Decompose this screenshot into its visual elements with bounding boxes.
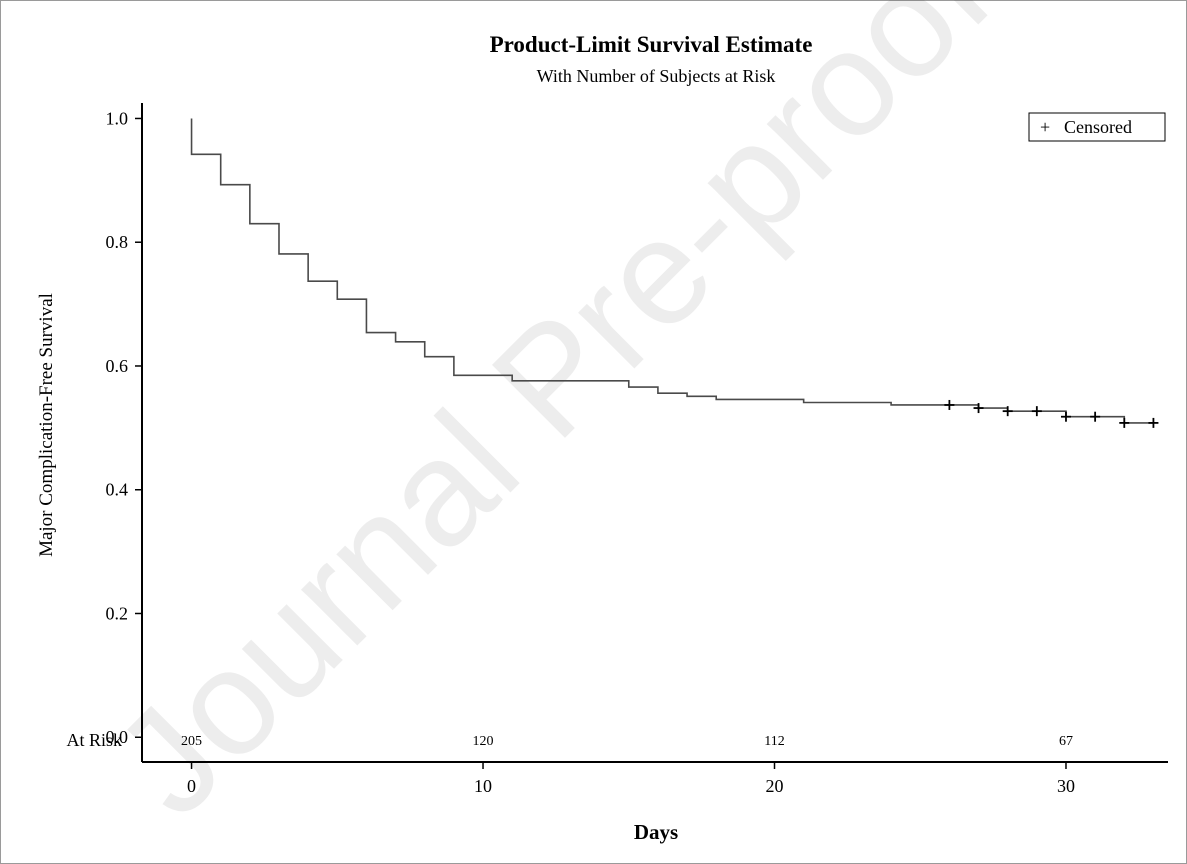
x-axis-label: Days	[634, 820, 678, 844]
at-risk-count: 67	[1059, 734, 1073, 749]
censored-marker	[1090, 411, 1101, 422]
at-risk-count: 205	[181, 734, 202, 749]
at-risk-count: 120	[473, 734, 494, 749]
censored-marker	[1002, 406, 1013, 417]
censored-marker	[944, 399, 955, 410]
at-risk-label: At Risk	[66, 730, 122, 750]
survival-step-line	[190, 118, 1154, 424]
x-tick-label: 30	[1057, 776, 1075, 796]
plot-marks: 205 120 112 67	[181, 118, 1159, 749]
censored-marker	[1148, 417, 1159, 428]
censored-marker	[1031, 406, 1042, 417]
y-tick-label: 0.6	[106, 356, 129, 376]
legend-symbol: +	[1040, 117, 1050, 137]
legend-label: Censored	[1064, 117, 1132, 137]
chart-title: Product-Limit Survival Estimate	[490, 32, 813, 57]
y-tick-label: 0.0	[106, 727, 129, 747]
y-tick-label: 0.8	[106, 232, 129, 252]
chart-subtitle: With Number of Subjects at Risk	[537, 66, 776, 86]
x-tick-label: 0	[187, 776, 196, 796]
y-tick-label: 1.0	[106, 108, 129, 128]
y-tick-label: 0.2	[106, 603, 129, 623]
y-axis-label: Major Complication-Free Survival	[36, 293, 57, 557]
censored-marker	[1119, 417, 1130, 428]
legend: + Censored	[1028, 112, 1166, 142]
censored-marker	[973, 403, 984, 414]
at-risk-count: 112	[764, 734, 784, 749]
x-tick-label: 10	[474, 776, 492, 796]
axes: 0.0 0.2 0.4 0.6 0.8 1.0 0 10 20 30	[106, 103, 1168, 796]
y-tick-label: 0.4	[106, 480, 129, 500]
censored-marker	[1060, 411, 1071, 422]
legend-box	[1028, 112, 1166, 142]
x-tick-label: 20	[766, 776, 784, 796]
